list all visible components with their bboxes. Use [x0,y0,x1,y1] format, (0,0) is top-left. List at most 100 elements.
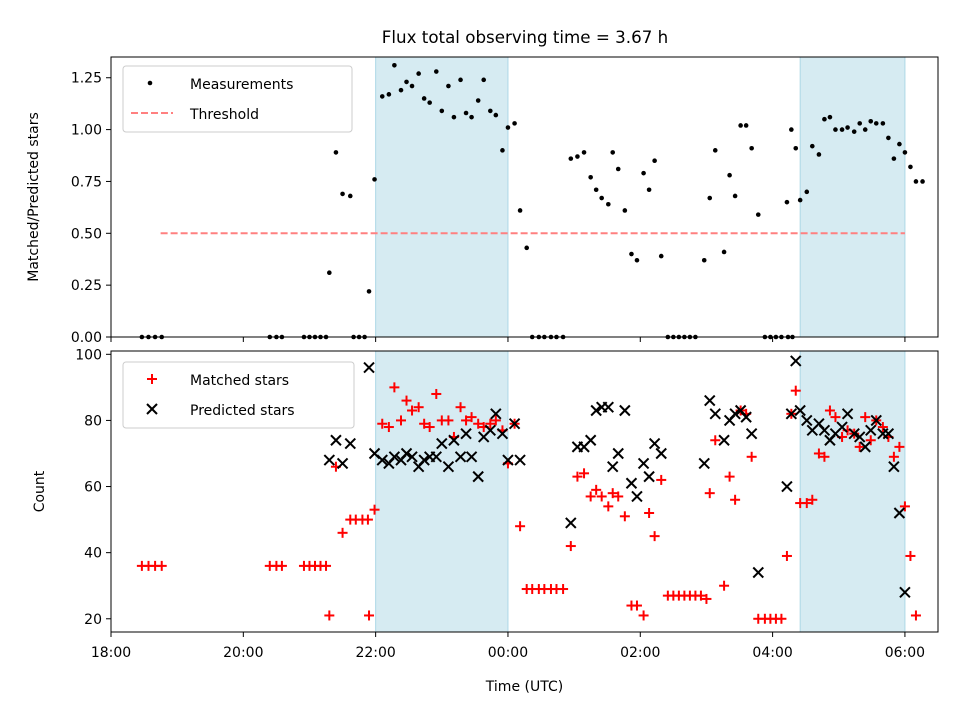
matched-star-point [585,491,596,502]
measurement-point [427,100,432,105]
measurement-point [851,129,857,134]
predicted-star-point [643,470,655,483]
top-shaded-interval [375,56,509,338]
cross-stroke [752,566,764,579]
matched-star-point [473,418,484,429]
matched-star-point [776,613,787,624]
cross-stroke [818,424,831,437]
top-legend: Measurements Threshold [122,65,353,133]
cross-stroke [801,414,813,427]
measurement-point [789,127,794,132]
cross-stroke [472,470,484,483]
legend-predicted-marker [146,403,158,415]
x-tick-label: 04:00 [752,645,792,661]
measurement-point [581,150,587,155]
cross-stroke [436,437,448,450]
measurement-point [610,150,616,155]
matched-star-point [558,584,569,595]
matched-star-point [877,422,888,433]
matched-star-point [888,451,899,462]
predicted-star-point [590,404,602,417]
matched-star-point [364,610,375,621]
measurement-point [433,69,439,74]
top-legend-box [122,65,353,133]
measurement-point [439,108,445,114]
matched-star-point [613,491,624,502]
matched-star-point [638,610,649,621]
cross-stroke [146,403,158,415]
matched-star-point [899,501,910,512]
predicted-star-point [490,408,502,420]
top-y-tick-label: 1.25 [71,71,102,87]
measurement-point [873,121,879,126]
predicted-star-point [406,451,418,463]
predicted-star-point [854,431,866,443]
cross-stroke [648,437,661,450]
top-plot-frame [110,56,939,338]
matched-star-point [905,550,916,561]
cross-stroke [865,424,877,437]
measurement-point [379,94,385,99]
matched-star-point [910,610,921,621]
predicted-star-point [436,437,448,450]
predicted-star-point [465,451,478,463]
legend-matched-label: Matched stars [190,373,289,389]
top-y-axis-label: Matched/Predicted stars [26,112,42,282]
matched-star-point [407,405,418,416]
measurement-point [658,253,664,259]
cross-stroke [625,477,638,489]
predicted-star-point [388,451,401,463]
matched-star-point [710,435,721,446]
predicted-star-point [790,355,802,367]
cross-stroke [454,451,467,463]
matched-star-point [719,580,730,591]
cross-stroke [698,457,710,470]
predicted-star-point [870,414,882,427]
matched-star-point [860,412,871,423]
measurement-point [629,251,634,257]
matched-star-point [565,541,576,552]
cross-stroke [363,361,375,374]
predicted-star-point [400,447,413,460]
measurement-point [738,123,743,128]
measurement-point [446,83,451,89]
predicted-star-point [781,480,793,493]
legend-matched-marker [147,374,157,384]
measurement-point [327,270,332,276]
matched-star-point [704,488,715,499]
measurement-point [409,83,415,89]
cross-stroke [899,586,911,599]
cross-stroke [888,460,900,473]
matched-star-point [461,415,472,426]
bottom-shaded-interval [375,350,509,633]
measurement-point [897,141,902,147]
cross-stroke [619,404,631,417]
top-y-tick-label: 1.00 [71,123,102,139]
cross-stroke [740,411,752,423]
cross-stroke [448,434,460,446]
matched-star-point [801,498,812,509]
predicted-star-point [565,517,577,529]
predicted-star-point [625,477,638,489]
matched-star-point [596,491,607,502]
cross-stroke [584,434,597,446]
cross-stroke [406,451,418,463]
predicted-star-point [848,427,860,440]
cross-stroke [590,404,602,417]
matched-star-point [443,415,454,426]
chart-title: Flux total observing time = 3.67 h [382,27,668,47]
measurement-point [622,208,628,213]
predicted-star-point [745,427,758,440]
predicted-star-point [363,361,375,374]
matched-star-point [401,395,412,406]
measurement-point [804,189,810,195]
predicted-star-point [442,460,455,473]
measurement-point [809,143,815,149]
cross-stroke [514,454,526,466]
predicted-star-point [893,507,906,519]
measurement-point [886,135,891,141]
legend-threshold-label: Threshold [189,107,259,123]
matched-star-point [644,507,655,518]
cross-stroke [848,427,860,440]
bottom-y-tick-label: 20 [84,612,102,628]
